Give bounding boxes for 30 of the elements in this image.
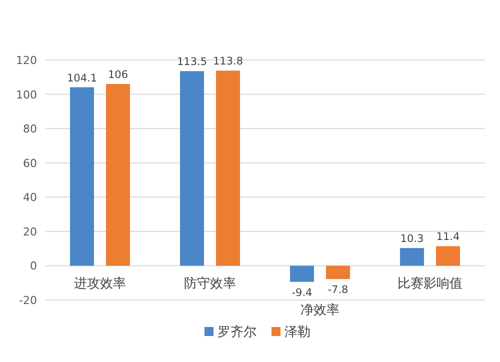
bar — [326, 266, 350, 280]
data-label: -9.4 — [292, 286, 313, 299]
x-tick-label: 进攻效率 — [74, 276, 126, 292]
y-tick-label: 80 — [23, 122, 37, 136]
legend-label: 罗齐尔 — [218, 325, 256, 340]
y-tick-label: -20 — [19, 294, 37, 307]
y-tick-label: 60 — [23, 156, 37, 170]
data-label: 113.8 — [212, 56, 244, 68]
y-tick-label: 20 — [23, 225, 37, 238]
bar — [290, 266, 314, 282]
bar — [400, 248, 424, 266]
data-label: -7.8 — [328, 284, 348, 296]
legend-label: 泽勒 — [284, 325, 310, 340]
data-label: 104.1 — [66, 72, 98, 84]
bar — [216, 70, 240, 266]
y-tick-label: 40 — [23, 191, 37, 204]
data-label: 113.5 — [176, 56, 208, 68]
bar — [436, 246, 460, 266]
bar — [70, 87, 94, 266]
x-tick-label: 净效率 — [300, 302, 340, 318]
data-label: 11.4 — [436, 231, 460, 244]
x-tick-label: 比赛影响值 — [398, 276, 462, 292]
y-tick-label: 100 — [16, 88, 37, 102]
y-tick-label: 0 — [30, 260, 37, 273]
bar — [180, 71, 204, 266]
data-label: 106 — [108, 69, 128, 81]
y-tick-label: 120 — [16, 54, 37, 67]
bar — [106, 84, 130, 266]
x-tick-label: 防守效率 — [184, 276, 236, 292]
data-label: 10.3 — [400, 233, 424, 246]
